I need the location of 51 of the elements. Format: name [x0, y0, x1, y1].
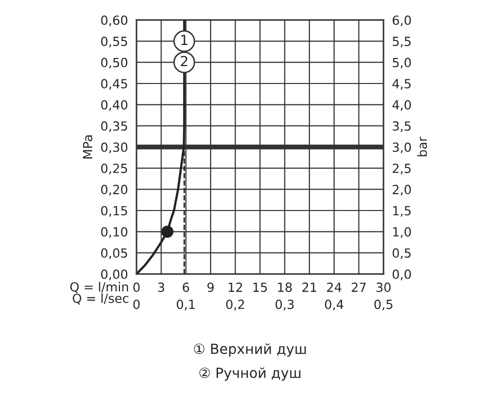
y2-axis-title: bar — [417, 136, 427, 156]
x2-tick-label: 0,3 — [276, 300, 294, 310]
x2-tick-label: 0,4 — [324, 300, 344, 310]
x-tick-label: 3 — [158, 282, 164, 292]
x2-tick-label: 0,1 — [176, 300, 195, 310]
x-tick-label: 24 — [327, 282, 342, 292]
y-axis-title: MPa — [83, 135, 92, 158]
y-tick-label: 0,00 — [101, 269, 128, 280]
y-tick-label: 0,35 — [101, 121, 128, 132]
y-tick-label: 0,55 — [101, 36, 128, 48]
y-tick-label: 0,50 — [101, 58, 128, 69]
y2-tick-label: 1,0 — [393, 227, 411, 238]
y2-tick-label: 4,5 — [392, 79, 411, 90]
x-tick-label: 30 — [376, 282, 391, 292]
y2-tick-label: 4,0 — [392, 100, 411, 111]
y-tick-label: 0,20 — [101, 184, 128, 196]
x-axis-title: Q = l/min — [70, 282, 128, 294]
y-tick-label: 0,15 — [101, 206, 128, 217]
y-tick-label: 0,05 — [101, 248, 128, 260]
y-tick-label: 0,45 — [101, 78, 128, 90]
y2-tick-label: 2,0 — [392, 184, 411, 196]
x-tick-label: 0 — [133, 282, 140, 292]
y2-tick-label: 2,5 — [392, 164, 411, 174]
x2-tick-label: 0,5 — [374, 300, 392, 310]
x2-tick-label: 0,2 — [226, 300, 244, 310]
y2-tick-label: 3,0 — [392, 142, 411, 154]
x-tick-label: 6 — [182, 282, 190, 292]
text: ① Верхний душ — [194, 343, 306, 357]
x-tick-label: 18 — [278, 282, 292, 292]
y2-tick-label: 0,5 — [392, 248, 411, 260]
y-tick-label: 0,40 — [101, 100, 128, 111]
x2-tick-label: 0 — [133, 300, 140, 310]
y2-tick-label: 5,0 — [392, 58, 411, 69]
text: ② Ручной душ — [199, 367, 300, 381]
x-tick-label: 12 — [228, 282, 242, 292]
y2-tick-label: 3,5 — [392, 121, 411, 132]
y-tick-label: 0,25 — [101, 164, 128, 174]
x-tick-label: 15 — [253, 282, 267, 292]
y2-tick-label: 6,0 — [392, 15, 411, 26]
y-tick-label: 0,10 — [101, 227, 128, 238]
x2-axis-title: Q = l/sec — [72, 293, 128, 304]
y2-tick-label: 5,5 — [392, 36, 411, 48]
y2-tick-label: 1,5 — [393, 206, 411, 217]
y-tick-label: 0,30 — [101, 142, 128, 154]
x-tick-label: 27 — [352, 282, 366, 292]
y-tick-label: 0,60 — [101, 15, 128, 26]
annotation: 2 — [180, 56, 188, 66]
x-tick-label: 9 — [207, 282, 214, 292]
x-tick-label: 21 — [302, 282, 316, 292]
annotation: 1 — [181, 34, 188, 45]
y2-tick-label: 0,0 — [392, 269, 411, 280]
